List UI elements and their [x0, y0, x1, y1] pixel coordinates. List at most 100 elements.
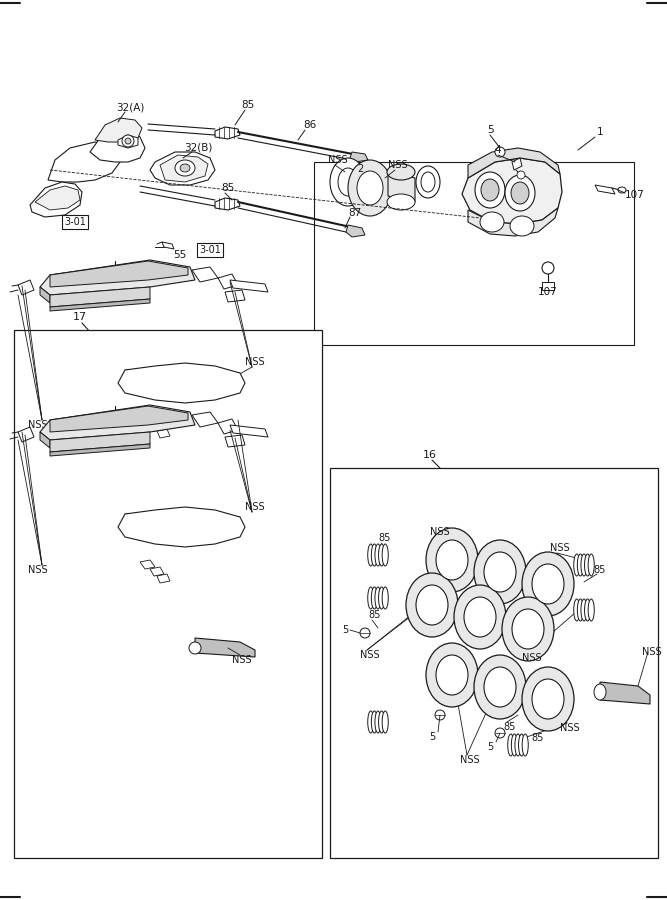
Text: 55: 55	[173, 250, 187, 260]
Ellipse shape	[618, 187, 626, 193]
Ellipse shape	[416, 585, 448, 625]
Ellipse shape	[360, 628, 370, 638]
Ellipse shape	[357, 171, 383, 205]
Text: NSS: NSS	[642, 647, 662, 657]
Ellipse shape	[522, 734, 528, 756]
Polygon shape	[192, 267, 218, 282]
Polygon shape	[150, 567, 164, 576]
Ellipse shape	[416, 166, 440, 198]
Polygon shape	[50, 432, 150, 452]
Ellipse shape	[578, 554, 584, 576]
Text: 5: 5	[342, 625, 348, 635]
Polygon shape	[50, 299, 150, 311]
Ellipse shape	[426, 528, 478, 592]
Ellipse shape	[375, 544, 381, 566]
Polygon shape	[512, 158, 522, 170]
Polygon shape	[468, 148, 560, 178]
Ellipse shape	[495, 728, 505, 738]
Ellipse shape	[584, 599, 591, 621]
Polygon shape	[50, 406, 188, 432]
Polygon shape	[90, 130, 145, 162]
Text: 5: 5	[487, 742, 493, 752]
Ellipse shape	[522, 552, 574, 616]
Ellipse shape	[426, 643, 478, 707]
Polygon shape	[162, 242, 174, 249]
Polygon shape	[40, 405, 195, 440]
Ellipse shape	[379, 711, 385, 733]
Text: 85: 85	[504, 722, 516, 732]
Text: 86: 86	[303, 120, 317, 130]
Text: NSS: NSS	[388, 160, 408, 170]
Polygon shape	[215, 198, 240, 210]
Ellipse shape	[122, 135, 134, 147]
Polygon shape	[600, 682, 650, 704]
Ellipse shape	[330, 158, 366, 206]
Ellipse shape	[511, 182, 529, 204]
Polygon shape	[157, 574, 170, 583]
Text: 85: 85	[379, 533, 391, 543]
Ellipse shape	[175, 160, 195, 176]
Ellipse shape	[372, 544, 378, 566]
Ellipse shape	[436, 655, 468, 695]
Ellipse shape	[474, 540, 526, 604]
Ellipse shape	[522, 667, 574, 731]
Polygon shape	[118, 363, 245, 403]
Ellipse shape	[474, 655, 526, 719]
Ellipse shape	[464, 597, 496, 637]
Polygon shape	[50, 444, 150, 456]
Ellipse shape	[189, 642, 201, 654]
Text: 32(B): 32(B)	[184, 143, 212, 153]
Text: 85: 85	[594, 565, 606, 575]
Text: NSS: NSS	[245, 502, 265, 512]
Ellipse shape	[517, 171, 525, 179]
Polygon shape	[157, 429, 170, 438]
Polygon shape	[350, 152, 368, 162]
Ellipse shape	[581, 554, 587, 576]
Text: 107: 107	[538, 287, 558, 297]
Ellipse shape	[515, 734, 521, 756]
Ellipse shape	[510, 216, 534, 236]
Text: NSS: NSS	[232, 655, 252, 665]
Polygon shape	[40, 287, 50, 303]
Polygon shape	[160, 155, 208, 182]
Ellipse shape	[375, 711, 381, 733]
Text: NSS: NSS	[245, 357, 265, 367]
Ellipse shape	[436, 540, 468, 580]
Polygon shape	[346, 225, 365, 237]
Polygon shape	[150, 152, 215, 185]
Polygon shape	[542, 282, 554, 290]
Ellipse shape	[387, 164, 415, 180]
Text: 16: 16	[423, 450, 437, 460]
Text: NSS: NSS	[550, 543, 570, 553]
Ellipse shape	[382, 587, 388, 609]
Ellipse shape	[421, 172, 435, 192]
Ellipse shape	[387, 194, 415, 210]
Polygon shape	[192, 412, 218, 427]
Ellipse shape	[574, 554, 580, 576]
Text: NSS: NSS	[28, 565, 48, 575]
Polygon shape	[95, 118, 142, 142]
Ellipse shape	[480, 212, 504, 232]
Ellipse shape	[495, 147, 505, 157]
Ellipse shape	[594, 684, 606, 700]
Ellipse shape	[372, 587, 378, 609]
Text: 85: 85	[221, 183, 235, 193]
Ellipse shape	[382, 544, 388, 566]
Text: 2: 2	[357, 164, 363, 174]
Text: 1: 1	[597, 127, 604, 137]
Ellipse shape	[348, 160, 392, 216]
Text: 5: 5	[429, 732, 435, 742]
Polygon shape	[30, 182, 82, 217]
Ellipse shape	[372, 711, 378, 733]
Ellipse shape	[581, 599, 587, 621]
Polygon shape	[218, 274, 238, 289]
Text: NSS: NSS	[430, 527, 450, 537]
Polygon shape	[230, 425, 268, 437]
Ellipse shape	[454, 585, 506, 649]
Text: NSS: NSS	[560, 723, 580, 733]
Polygon shape	[118, 507, 245, 547]
Polygon shape	[140, 560, 155, 569]
Polygon shape	[140, 415, 155, 424]
Polygon shape	[595, 185, 615, 194]
Polygon shape	[18, 427, 34, 442]
